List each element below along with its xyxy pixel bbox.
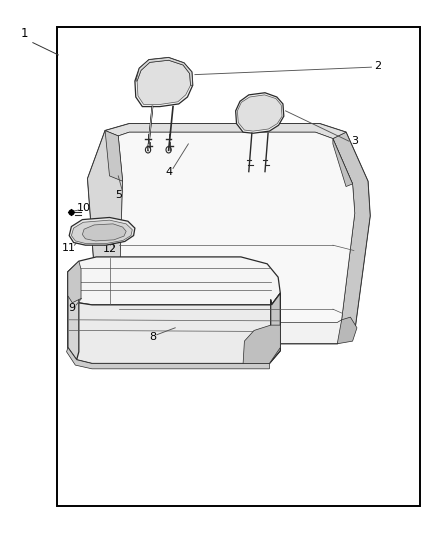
Polygon shape [118,132,355,322]
Polygon shape [136,58,193,85]
Polygon shape [105,131,123,181]
Polygon shape [333,132,370,336]
Text: 11: 11 [62,243,76,253]
Text: 5: 5 [116,190,123,199]
Polygon shape [68,261,81,303]
Polygon shape [67,348,269,369]
Polygon shape [71,220,132,244]
Polygon shape [243,325,280,364]
Polygon shape [268,293,280,364]
Text: 4: 4 [165,167,172,176]
Polygon shape [68,264,79,360]
Polygon shape [236,93,284,133]
Polygon shape [88,131,123,336]
Polygon shape [69,217,135,245]
Polygon shape [337,317,357,344]
Text: 2: 2 [374,61,381,71]
Polygon shape [68,293,280,364]
Text: 10: 10 [77,203,91,213]
Polygon shape [333,139,353,187]
Polygon shape [135,58,193,107]
Polygon shape [116,320,127,344]
Polygon shape [82,224,126,241]
Polygon shape [88,124,370,344]
Polygon shape [68,257,280,305]
Text: 1: 1 [20,27,28,39]
Polygon shape [237,95,282,131]
Text: 3: 3 [351,136,358,146]
Text: 12: 12 [103,245,117,254]
Polygon shape [105,124,346,139]
Text: 9: 9 [68,303,75,313]
Bar [57,27,420,506]
Polygon shape [137,60,191,104]
Text: 8: 8 [149,332,156,342]
